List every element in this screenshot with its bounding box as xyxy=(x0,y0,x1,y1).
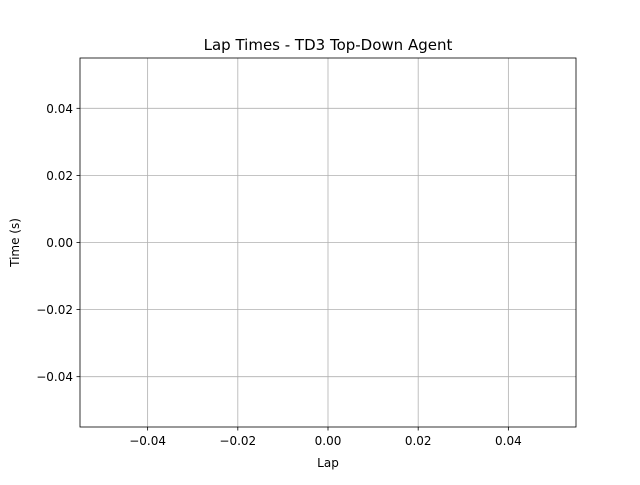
x-axis-label: Lap xyxy=(317,456,339,470)
x-tick-label: 0.02 xyxy=(405,434,432,448)
tick-layer: −0.04 −0.02 0.00 0.02 0.04 −0.04 −0.02 0.00 0.02… xyxy=(36,102,522,448)
chart-title: Lap Times - TD3 Top-Down Agent xyxy=(204,36,453,54)
y-axis-label: Time (s) xyxy=(8,218,22,268)
y-tick-label: 0.00 xyxy=(46,236,73,250)
x-tick-label: 0.04 xyxy=(495,434,522,448)
x-tick-label: 0.00 xyxy=(315,434,342,448)
y-tick-label: 0.04 xyxy=(46,102,73,116)
y-tick-label: 0.02 xyxy=(46,169,73,183)
y-tick-label: −0.04 xyxy=(36,370,73,384)
y-tick-label: −0.02 xyxy=(36,303,73,317)
x-tick-label: −0.04 xyxy=(129,434,166,448)
x-tick-label: −0.02 xyxy=(219,434,256,448)
grid-layer xyxy=(80,58,576,427)
